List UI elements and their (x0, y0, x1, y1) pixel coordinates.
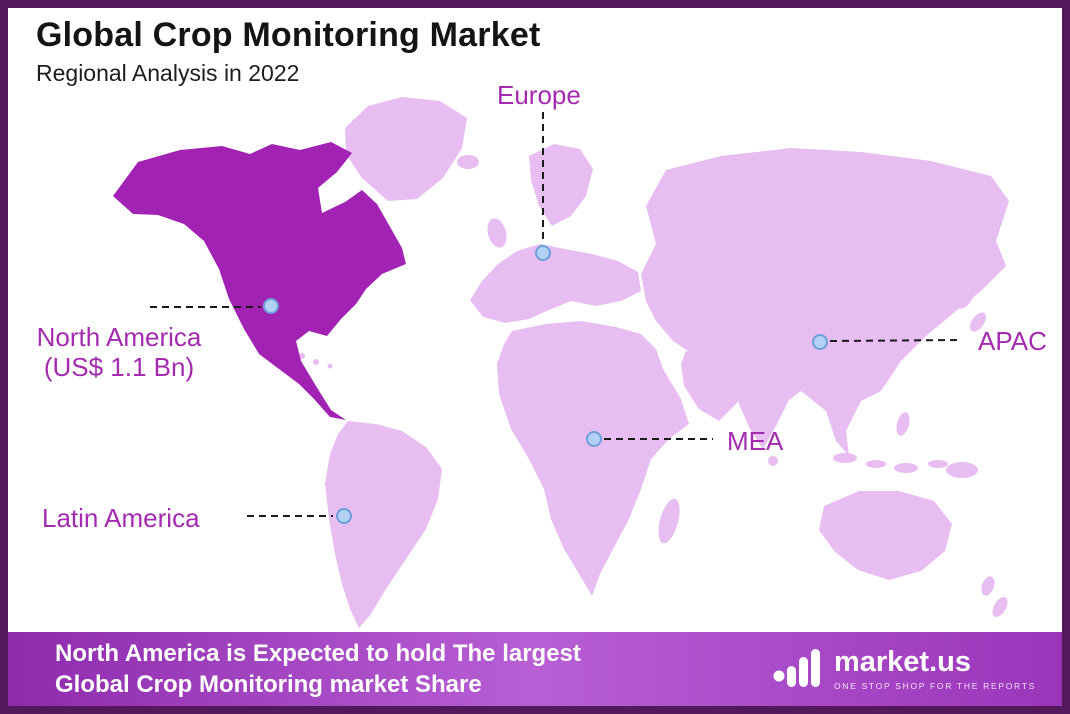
indonesia-shape (894, 463, 918, 473)
region-label-latin-america: Latin America (42, 503, 200, 533)
asia-shape (641, 148, 1009, 456)
latin-america-marker-dot (336, 508, 352, 524)
north-america-label-text: North America (36, 322, 202, 352)
region-label-apac: APAC (978, 326, 1047, 356)
north-america-shape (113, 142, 406, 420)
market-us-icon (773, 649, 820, 687)
greenland-shape (345, 97, 467, 201)
iceland-shape (457, 155, 479, 169)
north-america-value: (US$ 1.1 Bn) (43, 352, 195, 382)
scandinavia-shape (529, 144, 593, 226)
brand-name: market.us (833, 645, 971, 678)
region-label-north-america: North America (US$ 1.1 Bn) (10, 322, 228, 382)
region-label-mea: MEA (727, 426, 784, 456)
caribbean-shape (313, 359, 319, 365)
india-shape (736, 378, 792, 449)
page-subtitle: Regional Analysis in 2022 (36, 60, 300, 86)
apac-leader-line (829, 339, 962, 342)
caribbean-shape (327, 363, 333, 369)
new-zealand-shape (981, 576, 995, 596)
africa-shape (497, 321, 689, 596)
mea-marker-dot (586, 431, 602, 447)
page-title: Global Crop Monitoring Market (36, 16, 541, 54)
europe-shape (470, 244, 641, 323)
south-america-shape (325, 421, 442, 628)
brand-tagline: ONE STOP SHOP FOR THE REPORTS (833, 680, 1036, 691)
brand-text-block: market.us ONE STOP SHOP FOR THE REPORTS (833, 645, 1036, 691)
banner-headline-line1: North America is Expected to hold The la… (55, 640, 581, 667)
arabia-shape (681, 351, 749, 421)
region-label-europe: Europe (497, 80, 581, 110)
banner-headline: North America is Expected to hold The la… (55, 638, 581, 700)
caribbean-shape (299, 353, 305, 359)
brand-logo: market.us ONE STOP SHOP FOR THE REPORTS (772, 646, 1036, 692)
indonesia-shape (866, 460, 886, 468)
uk-shape (487, 218, 507, 248)
japan-shape (970, 312, 986, 332)
madagascar-shape (658, 498, 680, 544)
apac-marker-dot (812, 334, 828, 350)
bottom-banner: North America is Expected to hold The la… (8, 632, 1062, 706)
europe-marker-dot (535, 245, 551, 261)
new-zealand-shape (992, 597, 1008, 617)
new-guinea-shape (946, 462, 978, 478)
australia-shape (819, 491, 952, 580)
indonesia-shape (928, 460, 948, 468)
japan-shape (956, 283, 976, 309)
sri-lanka-shape (768, 456, 778, 466)
banner-headline-line2: Global Crop Monitoring market Share (55, 671, 482, 698)
north-america-marker-dot (263, 298, 279, 314)
indonesia-shape (833, 453, 857, 463)
philippines-shape (896, 412, 910, 436)
